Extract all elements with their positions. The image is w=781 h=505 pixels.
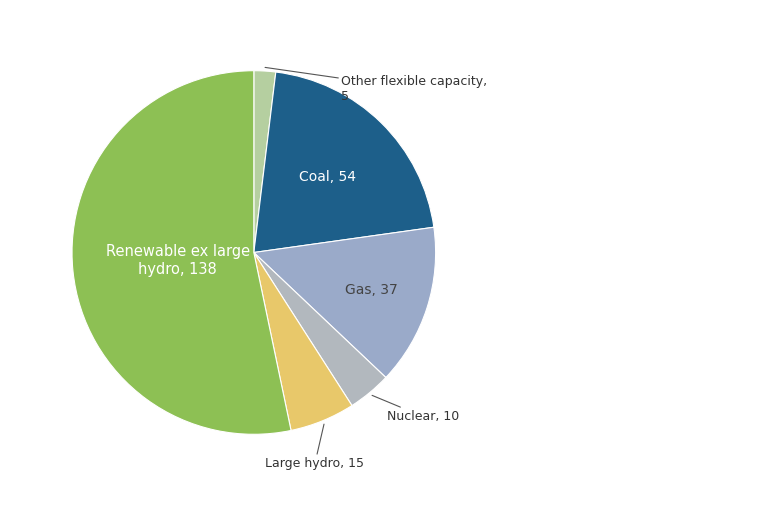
Text: Gas, 37: Gas, 37 [345,283,398,297]
Wedge shape [254,71,276,252]
Wedge shape [254,252,386,406]
Wedge shape [72,71,291,434]
Wedge shape [254,227,436,378]
Text: Other flexible capacity,
5: Other flexible capacity, 5 [265,67,487,103]
Wedge shape [254,252,352,430]
Wedge shape [254,72,434,252]
Text: Renewable ex large
hydro, 138: Renewable ex large hydro, 138 [105,244,250,277]
Text: Nuclear, 10: Nuclear, 10 [372,395,459,423]
Text: Coal, 54: Coal, 54 [299,170,356,184]
Text: Large hydro, 15: Large hydro, 15 [266,424,365,470]
